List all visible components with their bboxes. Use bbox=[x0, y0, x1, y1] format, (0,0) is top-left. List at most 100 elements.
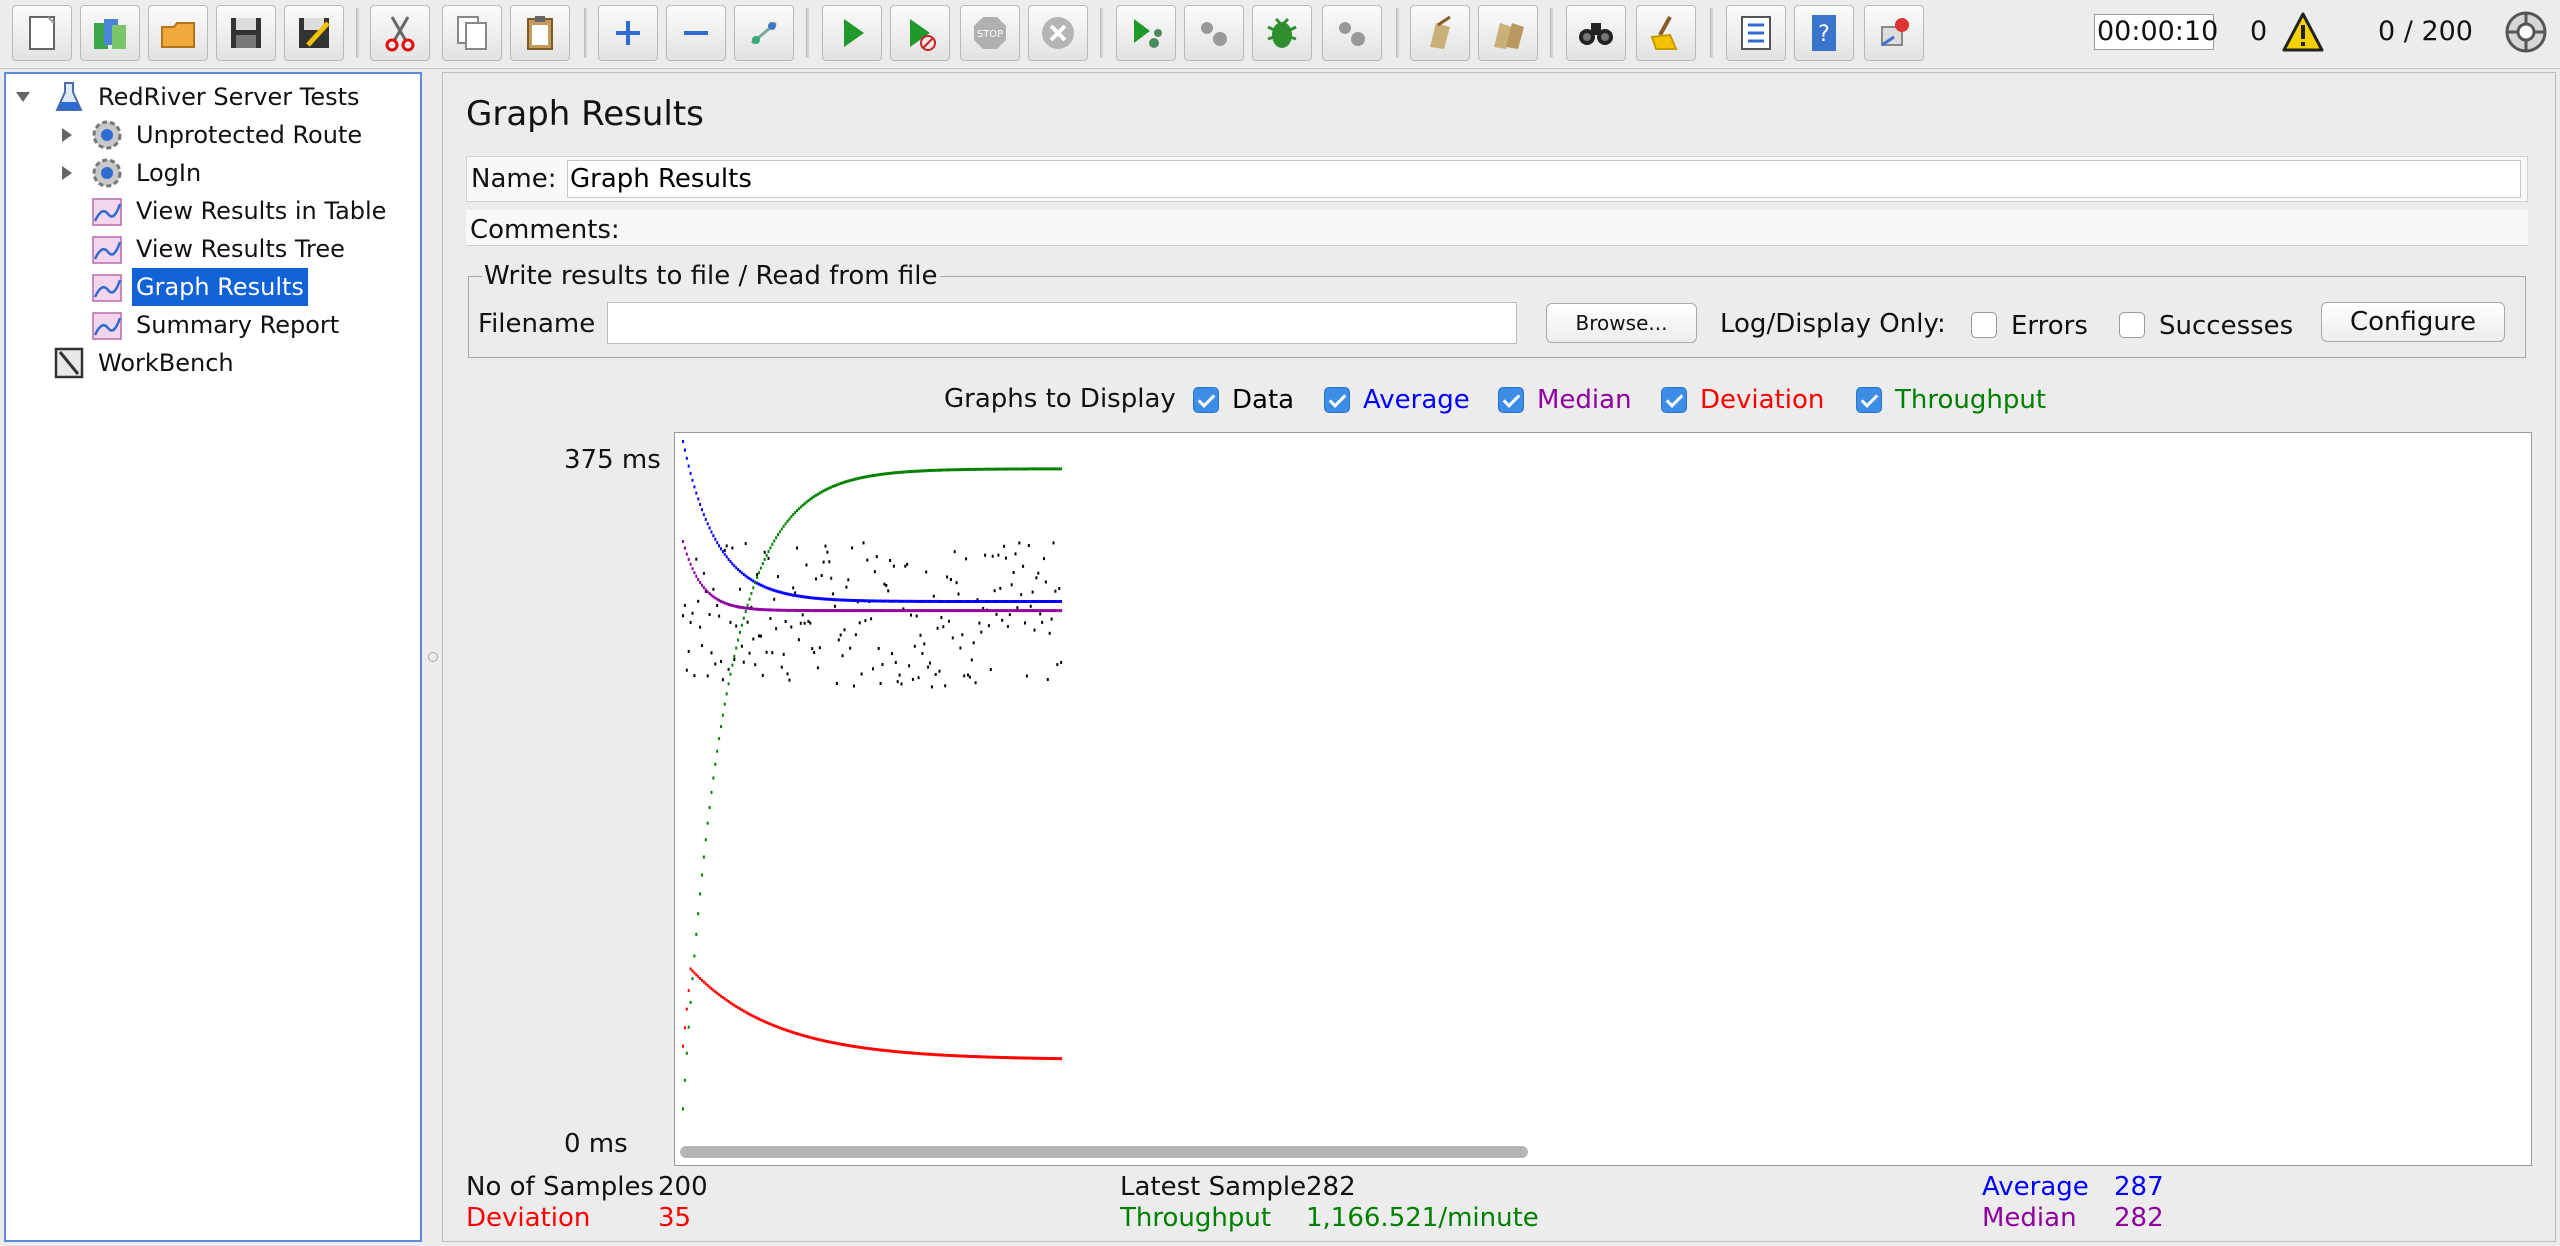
help-button[interactable]: ? bbox=[1794, 5, 1854, 61]
paste-button[interactable] bbox=[510, 5, 570, 61]
successes-checkbox[interactable] bbox=[2119, 312, 2145, 338]
deviation-point bbox=[725, 998, 728, 1002]
remote-debug-button[interactable] bbox=[1252, 5, 1312, 61]
collapse-all-button[interactable] bbox=[666, 5, 726, 61]
median-point bbox=[1050, 609, 1053, 613]
deviation-point bbox=[1025, 1056, 1028, 1060]
tree-item-label: LogIn bbox=[136, 159, 202, 187]
results-graph bbox=[682, 440, 1063, 1111]
average-checkbox[interactable] bbox=[1324, 387, 1350, 413]
average-point bbox=[780, 591, 783, 595]
deviation-point bbox=[1054, 1057, 1057, 1061]
throughput-point bbox=[968, 467, 971, 471]
split-pane-divider[interactable] bbox=[424, 72, 440, 1242]
save-button[interactable] bbox=[216, 5, 276, 61]
start-button[interactable] bbox=[822, 5, 882, 61]
data-point bbox=[873, 570, 876, 574]
name-field[interactable] bbox=[567, 160, 2521, 198]
data-point bbox=[718, 614, 721, 618]
median-point bbox=[799, 609, 802, 612]
median-point bbox=[851, 609, 854, 613]
collapse-triangle-icon[interactable] bbox=[12, 78, 34, 116]
templates-button[interactable] bbox=[80, 5, 140, 61]
deviation-point bbox=[1039, 1056, 1042, 1060]
average-point bbox=[889, 599, 892, 603]
deviation-point bbox=[1022, 1056, 1025, 1060]
deviation-point bbox=[1060, 1057, 1063, 1061]
data-point bbox=[906, 562, 909, 566]
expand-triangle-icon[interactable] bbox=[56, 116, 78, 154]
throughput-point bbox=[1052, 467, 1055, 471]
remote-exit-button[interactable] bbox=[1322, 5, 1382, 61]
ssl-manager-button[interactable] bbox=[1864, 5, 1924, 61]
expand-triangle-icon[interactable] bbox=[56, 154, 78, 192]
cut-button[interactable] bbox=[370, 5, 430, 61]
graph-scrollbar-thumb[interactable] bbox=[680, 1146, 1528, 1158]
shutdown-icon bbox=[1042, 17, 1074, 49]
throughput-point bbox=[910, 470, 912, 473]
throughput-point bbox=[689, 1000, 692, 1004]
clear-all-button[interactable] bbox=[1478, 5, 1538, 61]
stop-button[interactable]: STOP bbox=[960, 5, 1020, 61]
errors-checkbox[interactable] bbox=[1971, 312, 1997, 338]
clear-button[interactable] bbox=[1410, 5, 1470, 61]
average-point bbox=[1006, 600, 1009, 603]
comments-row[interactable]: Comments: bbox=[466, 210, 2528, 246]
deviation-point bbox=[948, 1053, 950, 1057]
data-checkbox[interactable] bbox=[1193, 387, 1219, 413]
new-button[interactable] bbox=[12, 5, 72, 61]
remote-stop-button[interactable] bbox=[1184, 5, 1244, 61]
data-point bbox=[799, 621, 802, 625]
throughput-point bbox=[697, 912, 700, 916]
shutdown-button[interactable] bbox=[1028, 5, 1088, 61]
deviation-point bbox=[967, 1054, 969, 1058]
graphs-to-display-label: Graphs to Display bbox=[944, 384, 1176, 414]
throughput-point bbox=[775, 536, 778, 540]
function-helper-button[interactable] bbox=[1726, 5, 1786, 61]
tree-item-view-results-tree[interactable]: View Results Tree bbox=[6, 230, 420, 268]
data-point bbox=[824, 544, 827, 548]
throughput-point bbox=[851, 478, 854, 482]
tree-item-login[interactable]: LogIn bbox=[6, 154, 420, 192]
warning-icon[interactable] bbox=[2282, 12, 2324, 52]
data-point bbox=[951, 636, 954, 640]
tree-item-unprotected-route[interactable]: Unprotected Route bbox=[6, 116, 420, 154]
tree-item-workbench[interactable]: WorkBench bbox=[6, 344, 420, 382]
tree-item-view-results-in-table[interactable]: View Results in Table bbox=[6, 192, 420, 230]
data-point bbox=[746, 620, 749, 624]
toggle-button[interactable] bbox=[734, 5, 794, 61]
median-point bbox=[830, 609, 833, 613]
tree-item-redriver-server-tests[interactable]: RedRiver Server Tests bbox=[6, 78, 420, 116]
tree-item-graph-results[interactable]: Graph Results bbox=[6, 268, 420, 306]
browse-button[interactable]: Browse... bbox=[1546, 303, 1697, 343]
start-no-pause-button[interactable] bbox=[890, 5, 950, 61]
open-button[interactable] bbox=[148, 5, 208, 61]
copy-button[interactable] bbox=[442, 5, 502, 61]
average-point bbox=[716, 541, 719, 545]
save-as-button[interactable] bbox=[284, 5, 344, 61]
median-point bbox=[809, 609, 812, 613]
data-point bbox=[742, 660, 745, 664]
average-point bbox=[837, 598, 840, 602]
configure-button[interactable]: Configure bbox=[2321, 302, 2505, 342]
average-point bbox=[767, 586, 770, 590]
tree-item-summary-report[interactable]: Summary Report bbox=[6, 306, 420, 344]
throughput-point bbox=[868, 474, 871, 478]
reset-search-button[interactable] bbox=[1636, 5, 1696, 61]
expand-all-button[interactable] bbox=[598, 5, 658, 61]
data-point bbox=[687, 650, 690, 653]
deviation-checkbox[interactable] bbox=[1661, 387, 1687, 413]
throughput-checkbox[interactable] bbox=[1856, 387, 1882, 413]
throughput-point bbox=[896, 471, 899, 474]
remote-start-button[interactable] bbox=[1116, 5, 1176, 61]
median-point bbox=[929, 609, 931, 613]
search-button[interactable] bbox=[1566, 5, 1626, 61]
deviation-point bbox=[767, 1021, 770, 1025]
median-checkbox[interactable] bbox=[1498, 387, 1524, 413]
file-group-legend: Write results to file / Read from file bbox=[482, 258, 940, 294]
filename-field[interactable] bbox=[607, 302, 1517, 344]
deviation-point bbox=[822, 1039, 825, 1043]
start-icon bbox=[844, 19, 864, 47]
throughput-point bbox=[761, 562, 764, 566]
deviation-point bbox=[875, 1048, 878, 1051]
